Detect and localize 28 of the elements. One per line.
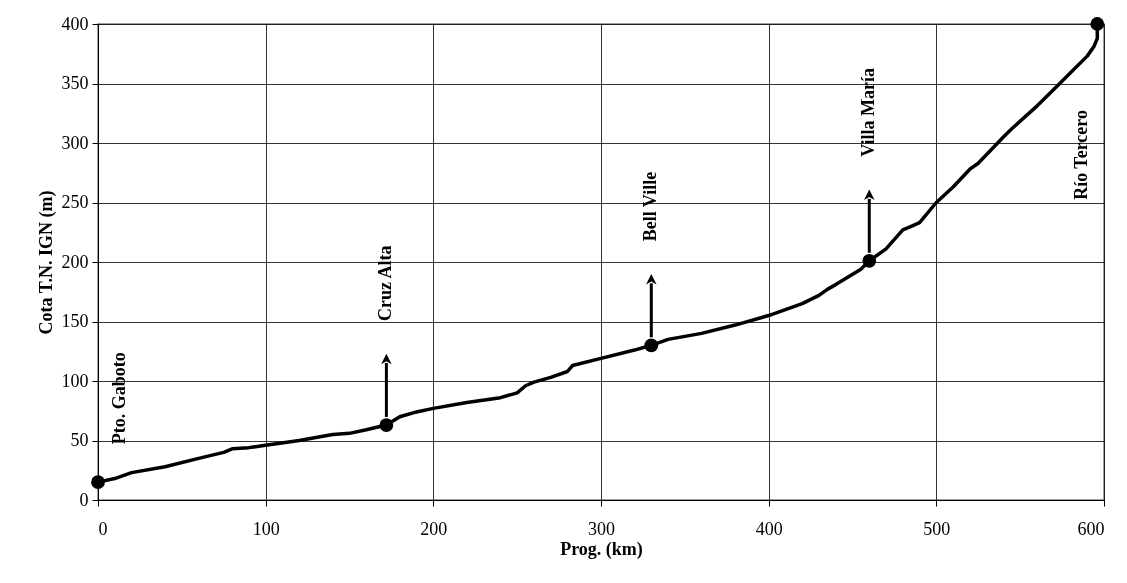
annotation: Villa María xyxy=(858,67,879,157)
y-tick-label: 100 xyxy=(61,370,89,391)
x-axis-title: Prog. (km) xyxy=(560,538,643,560)
x-tick-label: 500 xyxy=(923,518,951,539)
y-tick-label: 0 xyxy=(79,489,89,510)
x-tick-label: 200 xyxy=(420,518,448,539)
y-tick-label: 400 xyxy=(61,13,89,34)
annotation: Bell Ville xyxy=(640,171,661,242)
annotation: Río Tercero xyxy=(1071,110,1092,200)
y-tick-label: 250 xyxy=(61,192,89,212)
annotation: Cruz Alta xyxy=(375,245,396,322)
x-tick-label: 600 xyxy=(1077,518,1105,539)
point xyxy=(644,338,659,353)
y-tick-label: 50 xyxy=(70,430,89,450)
y-tick-label: 150 xyxy=(61,311,89,331)
annotation: Pto. Gaboto xyxy=(109,352,129,445)
point xyxy=(379,418,394,432)
x-tick-label: 400 xyxy=(755,518,783,539)
point xyxy=(1090,17,1105,31)
y-tick-label: 350 xyxy=(61,73,89,93)
point xyxy=(91,475,105,490)
y-tick-label: 200 xyxy=(61,251,89,272)
x-tick-label: 100 xyxy=(252,518,280,539)
y-axis-title: Cota T.N. IGN (m) xyxy=(35,190,57,335)
point xyxy=(862,253,877,268)
x-tick-label: 300 xyxy=(588,518,615,539)
y-tick-label: 300 xyxy=(61,132,89,153)
x-tick-label: 0 xyxy=(98,518,108,539)
